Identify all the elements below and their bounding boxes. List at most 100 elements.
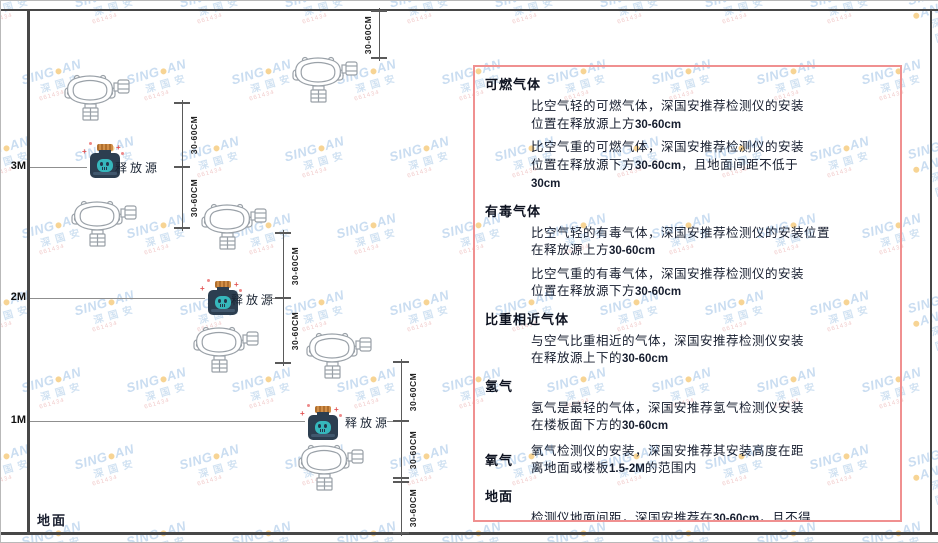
dimension-tick (393, 420, 409, 422)
release-source-label: 释放源 (115, 159, 160, 176)
notes-line: 位置在释放源上方30-60cm (531, 116, 888, 135)
notes-line: 比空气轻的有毒气体，深国安推荐检测仪的安装位置 (531, 225, 888, 243)
section-heading: 氧气 (485, 450, 513, 469)
notes-text: 与空气比重相近的气体，深国安推荐检测仪安装 (531, 334, 804, 348)
notes-text: 检测仪地面间距，深国安推荐在 (531, 511, 713, 523)
dimension-line (401, 359, 402, 536)
source-skull-icon (315, 421, 331, 434)
dimension-tick (174, 227, 190, 229)
notes-line: 比空气重的可燃气体，深国安推荐检测仪的安装 (531, 139, 888, 157)
notes-text: 在释放源上下的 (531, 351, 622, 365)
section-heading: 比重相近气体 (485, 309, 888, 328)
skull-teeth (102, 167, 108, 170)
dimension-tick (174, 166, 190, 168)
dimension-tick (174, 102, 190, 104)
notes-paragraph: 氢气是最轻的气体，深国安推荐氢气检测仪安装在楼板面下方的30-60cm (531, 400, 888, 436)
notes-section: 氧气氧气检测仪的安装，深国安推荐其安装高度在距离地面或楼板1.5-2M的范围内 (485, 443, 888, 479)
release-source-label: 释放源 (231, 291, 276, 308)
section-heading: 可燃气体 (485, 74, 888, 93)
dimension-tick (393, 532, 409, 534)
skull-teeth (220, 304, 226, 307)
notes-measurement: 1.5-2M (609, 463, 645, 475)
sparkle-dot-icon (89, 142, 92, 145)
installation-notes-panel: 可燃气体比空气轻的可燃气体，深国安推荐检测仪的安装位置在释放源上方30-60cm… (473, 65, 902, 522)
skull-teeth (320, 429, 326, 432)
dimension-tick (371, 57, 387, 59)
notes-line: 与空气比重相近的气体，深国安推荐检测仪安装 (531, 333, 888, 351)
sparkle-icon: + (300, 409, 305, 418)
dimension-tick (393, 361, 409, 363)
gas-detector-icon (64, 71, 130, 121)
ground-label: 地面 (37, 510, 67, 529)
skull-eye (106, 162, 109, 166)
gas-detector-icon (201, 200, 267, 250)
section-heading: 地面 (485, 486, 888, 505)
skull-eye (224, 299, 227, 303)
notes-text: 氢气是最轻的气体，深国安推荐氢气检测仪安装 (531, 401, 804, 415)
source-band (311, 434, 335, 437)
notes-paragraph: 与空气比重相近的气体，深国安推荐检测仪安装在释放源上下的30-60cm (531, 333, 888, 369)
notes-line: 30cm (531, 175, 888, 194)
notes-line: 在释放源上下的30-60cm (531, 350, 888, 369)
notes-section: 氢气氢气是最轻的气体，深国安推荐氢气检测仪安装在楼板面下方的30-60cm (485, 376, 888, 436)
notes-section: 地面检测仪地面间距，深国安推荐在30-60cm，且不得小于30cm，因为过低容易… (485, 486, 888, 523)
notes-measurement: 30-60cm (622, 420, 668, 432)
floor-line (1, 532, 938, 535)
sparkle-icon: + (334, 405, 339, 414)
notes-line: 检测仪地面间距，深国安推荐在30-60cm，且不得 (531, 510, 888, 523)
right-wall-line (930, 9, 932, 535)
section-heading: 有毒气体 (485, 201, 888, 220)
dimension-tick (393, 481, 409, 483)
notes-section: 比重相近气体与空气比重相近的气体，深国安推荐检测仪安装在释放源上下的30-60c… (485, 309, 888, 369)
height-reference-line (30, 298, 205, 299)
gas-detector-icon (298, 441, 364, 491)
notes-text: 比空气重的有毒气体，深国安推荐检测仪的安装 (531, 267, 804, 281)
dimension-line (379, 8, 380, 61)
notes-text: 比空气轻的有毒气体，深国安推荐检测仪的安装位置 (531, 226, 830, 240)
left-wall-line (27, 9, 30, 535)
sparkle-icon: + (82, 147, 87, 156)
gas-detector-icon (71, 197, 137, 247)
notes-paragraph: 氧气检测仪的安装，深国安推荐其安装高度在距离地面或楼板1.5-2M的范围内 (531, 443, 888, 479)
notes-measurement: 30-60cm (635, 160, 681, 172)
notes-measurement: 30-60cm (713, 513, 759, 523)
notes-paragraph: 比空气轻的有毒气体，深国安推荐检测仪的安装位置在释放源上方30-60cm (531, 225, 888, 261)
dimension-value-label: 30-60CM (408, 430, 418, 468)
notes-text: 氧气检测仪的安装，深国安推荐其安装高度在距 (531, 444, 804, 458)
gas-detector-icon (306, 329, 372, 379)
notes-line: 在楼板面下方的30-60cm (531, 417, 888, 436)
notes-paragraph: 比空气轻的可燃气体，深国安推荐检测仪的安装位置在释放源上方30-60cm (531, 98, 888, 134)
release-source-icon: ++ (303, 406, 343, 444)
notes-line: 位置在释放源下方30-60cm (531, 283, 888, 302)
notes-text: 离地面或楼板 (531, 461, 609, 475)
height-label: 2M (2, 291, 26, 303)
release-source-label: 释放源 (345, 414, 390, 431)
notes-line: 氢气是最轻的气体，深国安推荐氢气检测仪安装 (531, 400, 888, 418)
skull-eye (218, 299, 221, 303)
notes-measurement: 30-60cm (609, 245, 655, 257)
notes-measurement: 30-60cm (622, 353, 668, 365)
height-label: 3M (2, 160, 26, 172)
dimension-value-label: 30-60CM (189, 178, 199, 216)
notes-paragraph: 检测仪地面间距，深国安推荐在30-60cm，且不得小于30cm，因为过低容易水溅… (531, 510, 888, 523)
dimension-value-label: 30-60CM (408, 372, 418, 410)
notes-text: 位置在释放源上方 (531, 117, 635, 131)
notes-text: ，且地面间距不低于 (681, 158, 798, 172)
gas-detector-icon (193, 323, 259, 373)
sparkle-icon: + (200, 284, 205, 293)
notes-line: 比空气重的有毒气体，深国安推荐检测仪的安装 (531, 266, 888, 284)
skull-eye (318, 424, 321, 428)
notes-text: 位置在释放源下方 (531, 158, 635, 172)
notes-line: 离地面或楼板1.5-2M的范围内 (531, 460, 888, 479)
sparkle-dot-icon (307, 404, 310, 407)
skull-eye (100, 162, 103, 166)
dimension-tick (393, 477, 409, 479)
source-band (211, 309, 235, 312)
dimension-value-label: 30-60CM (408, 488, 418, 526)
notes-measurement: 30cm (531, 178, 560, 190)
notes-line: 氧气检测仪的安装，深国安推荐其安装高度在距 (531, 443, 888, 461)
notes-measurement: 30-60cm (635, 286, 681, 298)
dimension-tick (275, 232, 291, 234)
notes-text: 在释放源上方 (531, 243, 609, 257)
